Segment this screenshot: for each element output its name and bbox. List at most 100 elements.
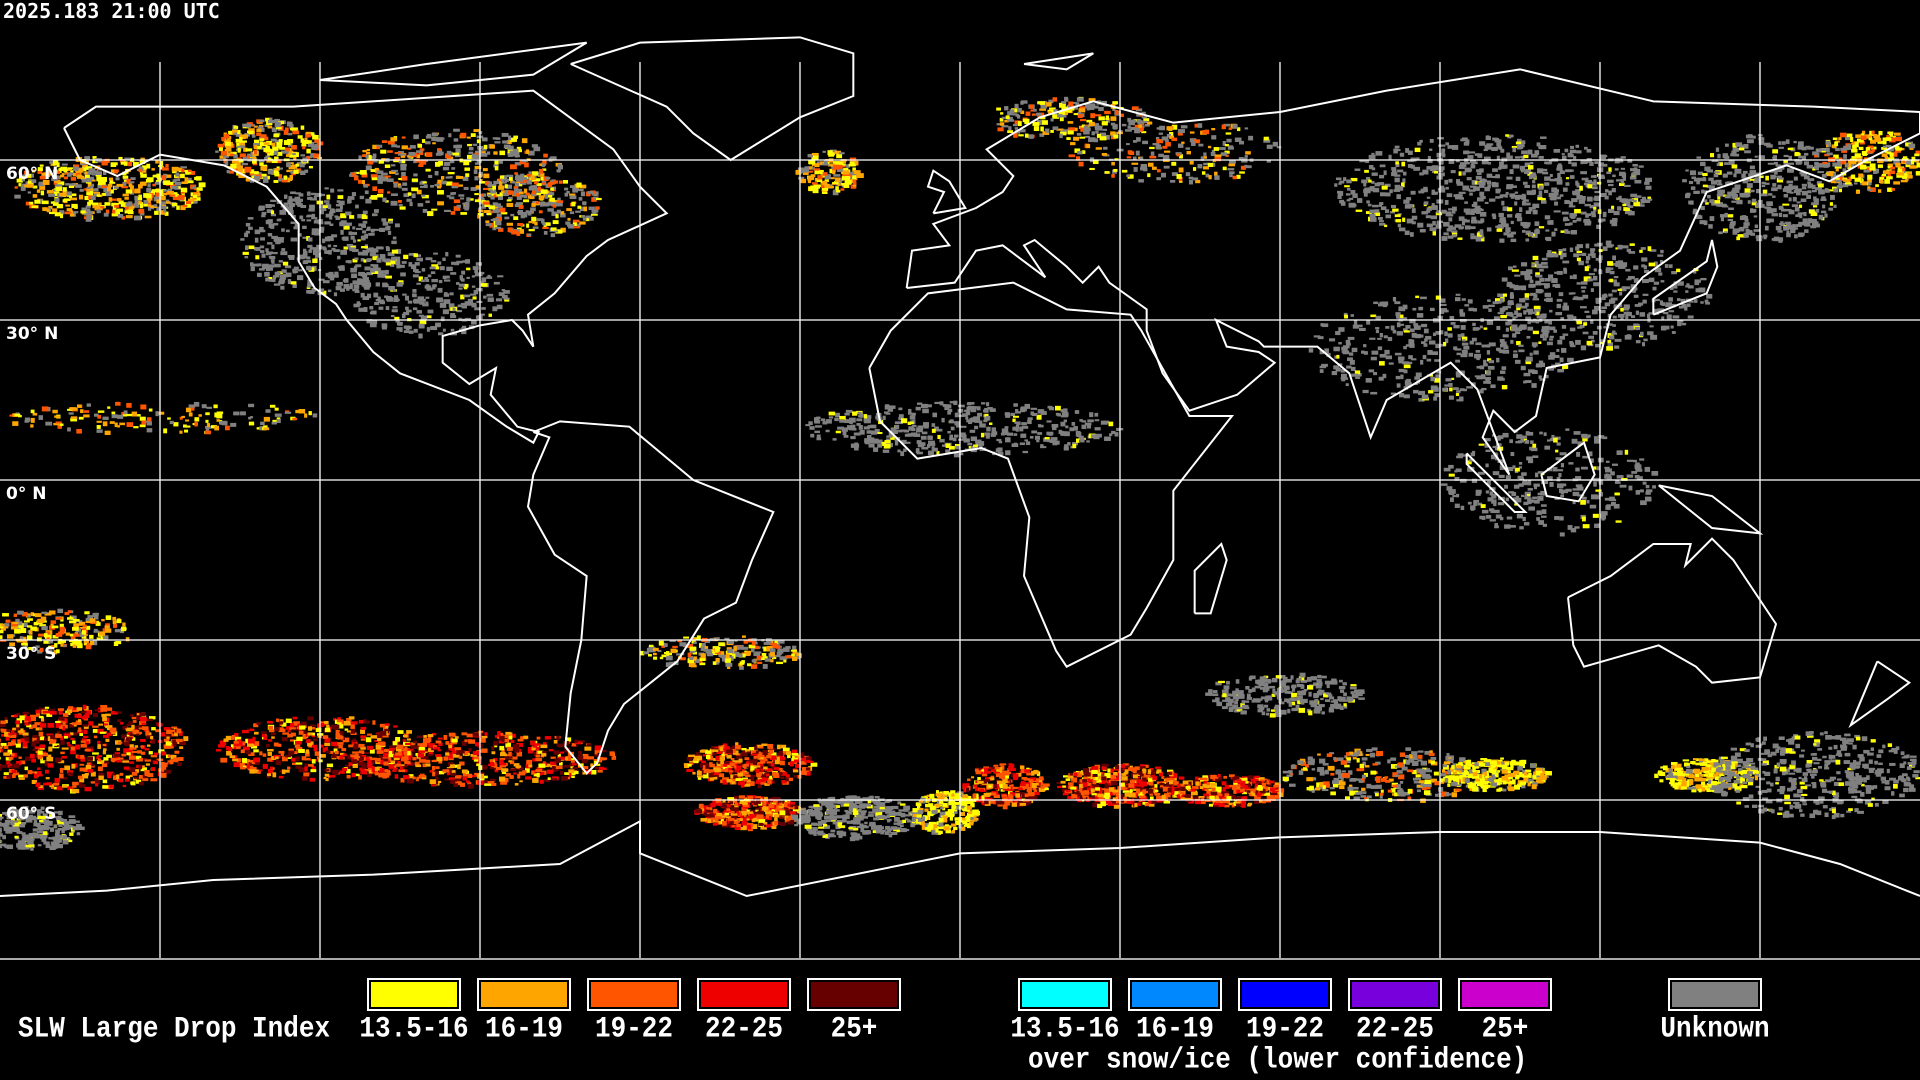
cloud-pixel (42, 179, 50, 185)
cloud-pixel (1501, 307, 1506, 312)
cloud-pixel (489, 144, 495, 149)
cloud-pixel (466, 197, 471, 202)
cloud-pixel (1549, 309, 1553, 313)
cloud-pixel (1521, 200, 1526, 206)
cloud-pixel (1499, 161, 1504, 167)
cloud-pixel (1244, 127, 1249, 130)
cloud-pixel (926, 404, 932, 408)
cloud-pixel (174, 181, 182, 186)
cloud-pixel (1584, 178, 1588, 182)
cloud-pixel (554, 230, 559, 233)
cloud-pixel (1499, 217, 1506, 222)
cloud-pixel (1372, 187, 1380, 193)
cloud-pixel (272, 275, 277, 280)
cloud-pixel (1131, 119, 1135, 124)
cloud-pixel (564, 187, 569, 191)
cloud-pixel (486, 212, 492, 216)
cloud-pixel (1555, 362, 1561, 366)
cloud-pixel (1590, 175, 1596, 178)
cloud-pixel (1474, 353, 1482, 359)
cloud-pixel (63, 198, 71, 202)
cloud-pixel (1621, 172, 1627, 178)
cloud-pixel (228, 130, 234, 135)
cloud-pixel (253, 125, 258, 128)
cloud-pixel (1423, 328, 1429, 334)
cloud-pixel (1668, 297, 1673, 302)
cloud-pixel (419, 181, 425, 185)
cloud-pixel (1791, 204, 1799, 208)
cloud-pixel (451, 261, 458, 265)
cloud-pixel (483, 144, 488, 149)
cloud-pixel (849, 421, 853, 424)
cloud-pixel (245, 245, 249, 251)
cloud-pixel (474, 162, 481, 165)
cloud-pixel (1702, 199, 1708, 203)
cloud-pixel (453, 128, 460, 132)
cloud-pixel (1744, 150, 1751, 154)
cloud-pixel (270, 138, 277, 142)
cloud-pixel (353, 265, 358, 271)
cloud-pixel (1059, 133, 1063, 139)
cloud-pixel (143, 203, 150, 207)
cloud-pixel (300, 205, 307, 209)
cloud-pixel (1414, 376, 1420, 380)
cloud-pixel (1439, 185, 1445, 190)
cloud-pixel (165, 164, 169, 168)
cloud-pixel (1536, 363, 1543, 367)
cloud-pixel (401, 145, 408, 150)
cloud-pixel (377, 272, 384, 278)
cloud-pixel (1626, 306, 1630, 310)
cloud-pixel (1766, 206, 1772, 211)
cloud-pixel (1492, 301, 1499, 305)
cloud-pixel (1021, 100, 1028, 104)
cloud-pixel (1501, 366, 1507, 370)
cloud-pixel (146, 197, 153, 201)
cloud-pixel (345, 222, 352, 226)
cloud-pixel (1491, 175, 1497, 179)
cloud-pixel (255, 248, 261, 251)
cloud-pixel (798, 176, 805, 180)
cloud-pixel (1416, 157, 1420, 161)
cloud-pixel (1088, 137, 1096, 142)
cloud-pixel (1541, 333, 1545, 336)
cloud-pixel (835, 430, 841, 434)
cloud-pixel (1523, 310, 1527, 315)
cloud-pixel (1051, 423, 1059, 428)
cloud-pixel (1432, 332, 1437, 337)
cloud-pixel (1276, 146, 1282, 149)
cloud-pixel (1580, 281, 1588, 285)
cloud-pixel (1652, 308, 1659, 314)
cloud-pixel (1114, 109, 1119, 115)
cloud-pixel (1030, 407, 1038, 410)
cloud-pixel (1617, 244, 1623, 250)
cloud-pixel (439, 266, 445, 271)
cloud-pixel (1494, 139, 1502, 143)
cloud-pixel (1464, 304, 1470, 307)
cloud-pixel (1576, 296, 1584, 301)
cloud-pixel (233, 125, 238, 129)
cloud-pixel (1625, 315, 1629, 320)
cloud-pixel (1563, 267, 1567, 271)
cloud-pixel (489, 184, 497, 187)
cloud-pixel (1495, 298, 1502, 304)
cloud-pixel (165, 201, 171, 204)
cloud-pixel (189, 171, 196, 175)
cloud-pixel (278, 280, 285, 285)
cloud-pixel (1534, 150, 1540, 156)
cloud-pixel (1402, 171, 1407, 176)
cloud-pixel (1507, 266, 1513, 271)
cloud-pixel (1817, 183, 1824, 188)
cloud-pixel (1491, 213, 1496, 217)
cloud-pixel (1179, 154, 1183, 159)
cloud-pixel (503, 290, 510, 294)
cloud-pixel (245, 230, 251, 234)
cloud-pixel (1094, 427, 1101, 431)
cloud-pixel (1348, 197, 1354, 200)
cloud-pixel (1532, 180, 1536, 184)
cloud-pixel (1403, 199, 1410, 204)
cloud-pixel (1371, 152, 1375, 156)
cloud-pixel (947, 430, 951, 434)
cloud-pixel (265, 203, 272, 209)
cloud-pixel (1020, 110, 1025, 115)
cloud-pixel (427, 211, 434, 217)
